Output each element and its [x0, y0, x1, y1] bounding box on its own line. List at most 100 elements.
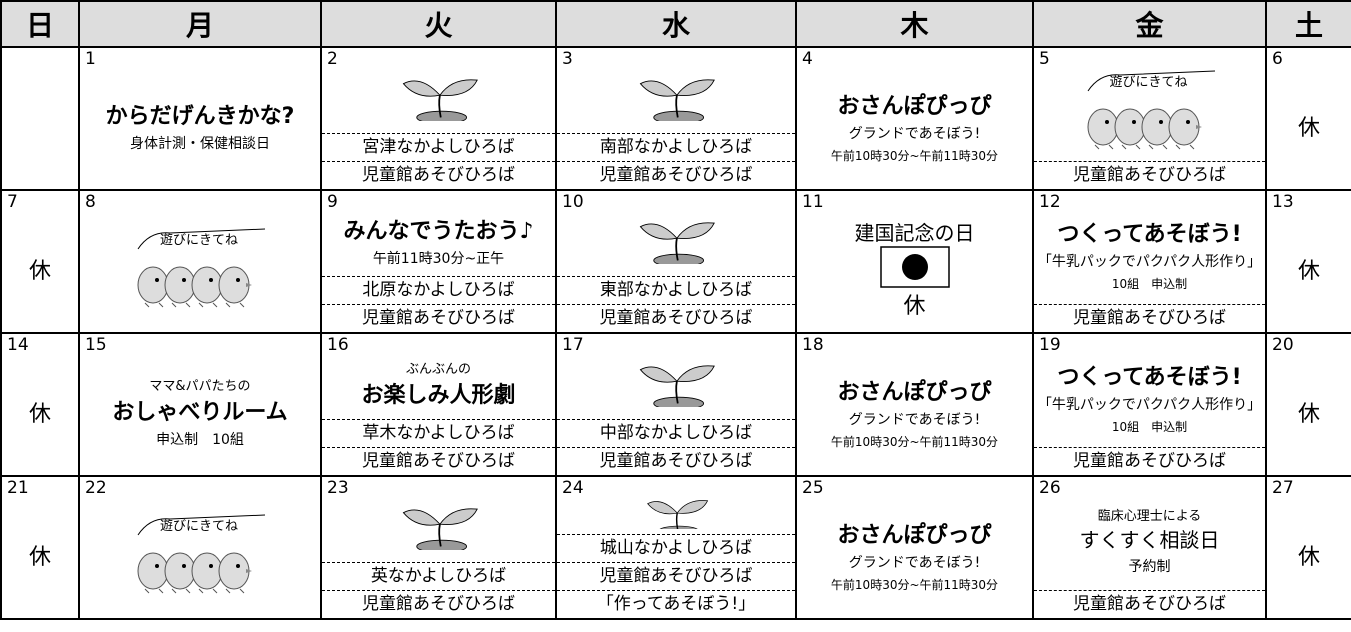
week-row: 21 休 22 遊びにきてね 23 英なかよしひろば 児童館あそびひろば 24 城山なかよし…	[0, 475, 1351, 620]
slot: 児童館あそびひろば	[1034, 304, 1265, 332]
cell-body: 遊びにきてね	[80, 495, 320, 614]
date: 21	[7, 478, 29, 498]
date: 1	[85, 49, 96, 69]
cell-inner: 4 おさんぽぴっぴ グランドであそぼう! 午前10時30分~午前11時30分	[797, 48, 1032, 189]
slots: 中部なかよしひろば 児童館あそびひろば	[557, 419, 795, 475]
cell-inner: 2 宮津なかよしひろば 児童館あそびひろば	[322, 48, 555, 189]
slots: 南部なかよしひろば 児童館あそびひろば	[557, 133, 795, 189]
cell-body	[322, 66, 555, 128]
date: 4	[802, 49, 813, 69]
cell-body: ぶんぶんの お楽しみ人形劇	[322, 352, 555, 414]
date: 27	[1272, 478, 1294, 498]
cell-body: つくってあそぼう! 「牛乳パックでパクパク人形作り」 10組 申込制	[1034, 352, 1265, 443]
day-cell: 10 東部なかよしひろば 児童館あそびひろば	[555, 189, 797, 334]
cell-inner: 18 おさんぽぴっぴ グランドであそぼう! 午前10時30分~午前11時30分	[797, 334, 1032, 475]
day-cell: 26 臨床心理士による すくすく相談日 予約制 児童館あそびひろば	[1032, 475, 1267, 620]
day-cell: 25 おさんぽぴっぴ グランドであそぼう! 午前10時30分~午前11時30分	[795, 475, 1034, 620]
sprout-illustration	[402, 508, 478, 550]
heading: おしゃべりルーム	[112, 399, 288, 425]
day-cell: 21 休	[0, 475, 80, 620]
day-cell: 22 遊びにきてね	[78, 475, 322, 620]
cell-inner	[2, 48, 78, 189]
cell-body	[557, 495, 795, 529]
rest-label: 休	[28, 258, 51, 284]
cell-body: 建国記念の日休	[797, 209, 1032, 328]
slot: 中部なかよしひろば	[557, 419, 795, 447]
holiday-text: すくすく相談日	[1079, 527, 1220, 552]
time-text: 午前10時30分~午前11時30分	[830, 434, 999, 449]
date: 5	[1039, 49, 1050, 69]
date: 22	[85, 478, 107, 498]
time-text: 午前10時30分~午前11時30分	[830, 577, 999, 592]
pre-text: ママ&パパたちの	[149, 378, 251, 394]
date: 9	[327, 192, 338, 212]
day-cell: 12 つくってあそぼう! 「牛乳パックでパクパク人形作り」 10組 申込制 児童館あそび…	[1032, 189, 1267, 334]
date: 6	[1272, 49, 1283, 69]
cell-body: 休	[1267, 352, 1351, 471]
day-cell: 2 宮津なかよしひろば 児童館あそびひろば	[320, 46, 557, 191]
slot: 児童館あそびひろば	[557, 161, 795, 189]
cell-inner: 12 つくってあそぼう! 「牛乳パックでパクパク人形作り」 10組 申込制 児童館あそび…	[1034, 191, 1265, 332]
heading: おさんぽぴっぴ	[837, 522, 992, 548]
day-cell: 16 ぶんぶんの お楽しみ人形劇 草木なかよしひろば 児童館あそびひろば	[320, 332, 557, 477]
cell-body: つくってあそぼう! 「牛乳パックでパクパク人形作り」 10組 申込制	[1034, 209, 1265, 300]
slots: 北原なかよしひろば 児童館あそびひろば	[322, 276, 555, 332]
day-cell: 1 からだげんきかな? 身体計測・保健相談日	[78, 46, 322, 191]
cell-inner: 16 ぶんぶんの お楽しみ人形劇 草木なかよしひろば 児童館あそびひろば	[322, 334, 555, 475]
slots: 児童館あそびひろば	[1034, 590, 1265, 618]
bubble-text: 遊びにきてね	[160, 232, 239, 248]
cell-inner: 17 中部なかよしひろば 児童館あそびひろば	[557, 334, 795, 475]
rest-label: 休	[1297, 401, 1320, 427]
chicks-illustration	[137, 266, 252, 307]
date: 20	[1272, 335, 1294, 355]
cell-body: みんなでうたおう♪ 午前11時30分~正午	[322, 209, 555, 271]
slot: 英なかよしひろば	[322, 562, 555, 590]
day-header: 日	[0, 0, 80, 48]
bubble-line	[137, 228, 266, 249]
cell-body: おさんぽぴっぴ グランドであそぼう! 午前10時30分~午前11時30分	[797, 66, 1032, 185]
slot: 児童館あそびひろば	[557, 562, 795, 590]
subtext: 午前11時30分~正午	[372, 250, 505, 267]
day-cell: 24 城山なかよしひろば 児童館あそびひろば 「作ってあそぼう!」	[555, 475, 797, 620]
rest-label: 休	[28, 401, 51, 427]
slots: 英なかよしひろば 児童館あそびひろば	[322, 562, 555, 618]
slot: 児童館あそびひろば	[322, 304, 555, 332]
date: 17	[562, 335, 584, 355]
day-cell: 15 ママ&パパたちの おしゃべりルーム 申込制 10組	[78, 332, 322, 477]
subtext: グランドであそぼう!	[848, 125, 981, 142]
pre-text: 臨床心理士による	[1097, 508, 1202, 524]
subtext: 「牛乳パックでパクパク人形作り」	[1037, 254, 1262, 271]
bubble-wrap: 遊びにきてね	[130, 513, 270, 541]
day-cell: 3 南部なかよしひろば 児童館あそびひろば	[555, 46, 797, 191]
bubble-text: 遊びにきてね	[1109, 75, 1188, 91]
date: 8	[85, 192, 96, 212]
day-cell: 27 休	[1265, 475, 1351, 620]
cell-inner: 1 からだげんきかな? 身体計測・保健相談日	[80, 48, 320, 189]
pre-text: ぶんぶんの	[405, 361, 471, 377]
cell-body	[2, 66, 78, 185]
slots: 東部なかよしひろば 児童館あそびひろば	[557, 276, 795, 332]
date: 10	[562, 192, 584, 212]
day-cell: 20 休	[1265, 332, 1351, 477]
cell-body: 休	[1267, 66, 1351, 185]
cell-body	[322, 495, 555, 557]
heading: つくってあそぼう!	[1057, 222, 1242, 248]
holiday-text: 建国記念の日	[854, 221, 975, 245]
date: 25	[802, 478, 824, 498]
day-cell: 4 おさんぽぴっぴ グランドであそぼう! 午前10時30分~午前11時30分	[795, 46, 1034, 191]
date: 16	[327, 335, 349, 355]
cell-inner: 20 休	[1267, 334, 1351, 475]
sprout-illustration	[639, 222, 715, 264]
cell-body: 休	[1267, 495, 1351, 614]
heading: つくってあそぼう!	[1057, 365, 1242, 391]
date: 3	[562, 49, 573, 69]
cell-inner: 23 英なかよしひろば 児童館あそびひろば	[322, 477, 555, 618]
chicks-illustration	[1087, 108, 1202, 150]
cell-inner: 22 遊びにきてね	[80, 477, 320, 618]
cell-inner: 5 遊びにきてね 児童館あそびひろば	[1034, 48, 1265, 189]
cell-inner: 14 休	[2, 334, 78, 475]
